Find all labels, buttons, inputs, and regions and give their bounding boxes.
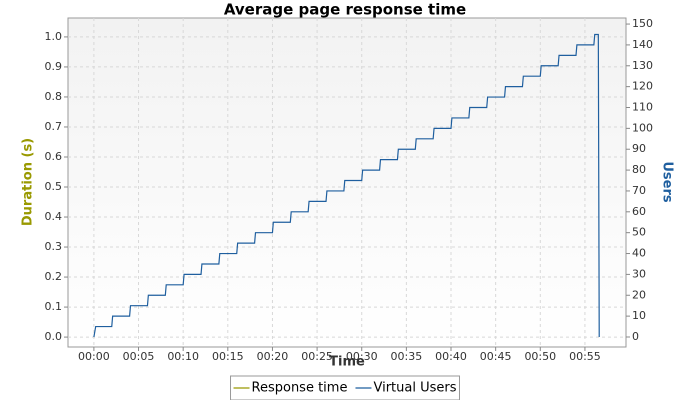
x-tick-label: 00:30 [346, 350, 378, 363]
legend-label: Virtual Users [373, 381, 456, 396]
y-tick-label: 0.3 [45, 240, 63, 253]
x-tick-label: 00:50 [524, 350, 556, 363]
x-axis-title: Time [329, 355, 365, 370]
y2-tick-label: 80 [632, 163, 646, 176]
y2-tick-label: 140 [632, 38, 653, 51]
y2-axis-title: Users [660, 161, 675, 203]
y2-tick-label: 30 [632, 267, 646, 280]
y-tick-label: 0.1 [45, 300, 63, 313]
x-tick-label: 00:35 [391, 350, 423, 363]
legend-box [230, 375, 460, 400]
y2-tick-label: 150 [632, 17, 653, 30]
y2-tick-label: 0 [632, 330, 639, 343]
x-tick-label: 00:40 [435, 350, 467, 363]
y-tick-label: 0.4 [45, 210, 63, 223]
y2-tick-label: 110 [632, 100, 653, 113]
y2-tick-label: 20 [632, 288, 646, 301]
y2-tick-label: 10 [632, 309, 646, 322]
plot-area [67, 17, 627, 348]
y2-tick-label: 100 [632, 121, 653, 134]
legend: Response time Virtual Users [230, 375, 460, 400]
y-tick-label: 1.0 [45, 30, 63, 43]
y2-tick-label: 60 [632, 205, 646, 218]
y2-tick-label: 70 [632, 184, 646, 197]
x-tick-label: 00:20 [257, 350, 289, 363]
y-tick-label: 0.2 [45, 270, 63, 283]
chart-title: Average page response time [224, 1, 466, 19]
x-tick-label: 00:10 [167, 350, 199, 363]
x-tick-label: 00:05 [123, 350, 155, 363]
y-tick-label: 0.9 [45, 60, 63, 73]
y-tick-label: 0.7 [45, 120, 63, 133]
series-line [93, 33, 600, 338]
x-tick-label: 00:25 [301, 350, 333, 363]
y-tick-label: 0.0 [45, 330, 63, 343]
x-tick-label: 00:45 [480, 350, 512, 363]
y-axis-title: Duration (s) [21, 138, 36, 226]
y-tick-label: 0.6 [45, 150, 63, 163]
y2-tick-label: 120 [632, 80, 653, 93]
x-tick-label: 00:00 [78, 350, 110, 363]
y2-tick-label: 50 [632, 226, 646, 239]
x-tick-label: 00:15 [212, 350, 244, 363]
legend-label: Response time [252, 381, 348, 396]
y2-tick-label: 90 [632, 142, 646, 155]
y-tick-label: 0.8 [45, 90, 63, 103]
y2-tick-label: 40 [632, 247, 646, 260]
y2-tick-label: 130 [632, 59, 653, 72]
y-tick-label: 0.5 [45, 180, 63, 193]
x-tick-label: 00:55 [569, 350, 601, 363]
